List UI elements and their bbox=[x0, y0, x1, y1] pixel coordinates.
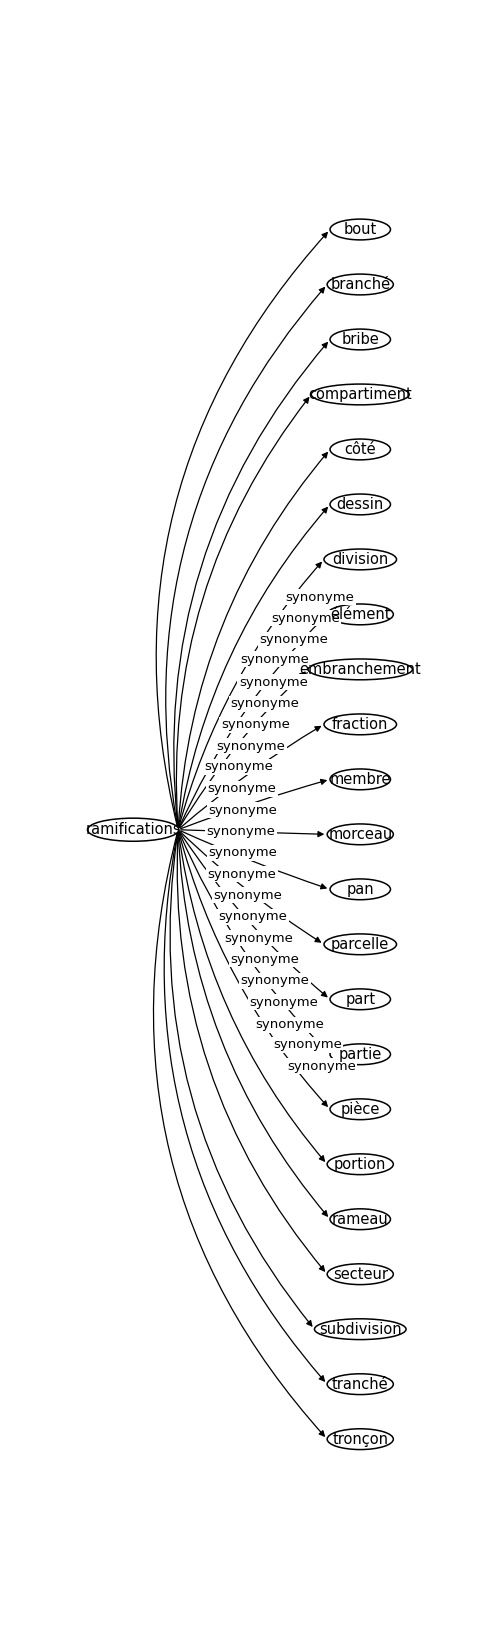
Text: tranché: tranché bbox=[332, 1377, 389, 1392]
FancyArrowPatch shape bbox=[179, 833, 327, 1106]
Text: subdivision: subdivision bbox=[319, 1321, 401, 1337]
FancyArrowPatch shape bbox=[170, 833, 312, 1326]
Text: morceau: morceau bbox=[328, 826, 393, 841]
Text: secteur: secteur bbox=[333, 1267, 388, 1282]
Text: élément: élément bbox=[330, 606, 391, 623]
Ellipse shape bbox=[327, 1153, 394, 1175]
Text: synonyme: synonyme bbox=[206, 825, 275, 838]
FancyArrowPatch shape bbox=[179, 618, 324, 826]
Ellipse shape bbox=[327, 1263, 394, 1285]
Ellipse shape bbox=[330, 989, 391, 1010]
Ellipse shape bbox=[327, 274, 394, 294]
Text: parcelle: parcelle bbox=[331, 937, 390, 951]
Text: synonyme: synonyme bbox=[241, 974, 309, 987]
Text: portion: portion bbox=[334, 1157, 387, 1171]
Text: synonyme: synonyme bbox=[208, 868, 277, 881]
Ellipse shape bbox=[88, 818, 179, 841]
Text: synonyme: synonyme bbox=[231, 697, 299, 710]
Text: bout: bout bbox=[344, 222, 377, 237]
Text: synonyme: synonyme bbox=[255, 1019, 324, 1032]
FancyArrowPatch shape bbox=[181, 831, 326, 889]
Ellipse shape bbox=[327, 1374, 394, 1395]
Text: synonyme: synonyme bbox=[218, 910, 287, 923]
Text: synonyme: synonyme bbox=[287, 1060, 356, 1073]
Ellipse shape bbox=[324, 549, 396, 570]
Ellipse shape bbox=[330, 769, 391, 790]
Text: synonyme: synonyme bbox=[241, 652, 309, 665]
FancyArrowPatch shape bbox=[181, 830, 323, 836]
Ellipse shape bbox=[330, 1043, 391, 1065]
FancyArrowPatch shape bbox=[180, 672, 305, 828]
Ellipse shape bbox=[330, 1099, 391, 1119]
FancyArrowPatch shape bbox=[156, 233, 327, 826]
Text: branché: branché bbox=[330, 278, 391, 292]
Ellipse shape bbox=[324, 715, 396, 734]
FancyArrowPatch shape bbox=[180, 831, 320, 941]
Ellipse shape bbox=[330, 219, 391, 240]
Ellipse shape bbox=[327, 823, 394, 845]
Text: synonyme: synonyme bbox=[221, 718, 290, 731]
FancyArrowPatch shape bbox=[179, 833, 324, 1162]
FancyArrowPatch shape bbox=[179, 508, 327, 826]
Text: ramifications: ramifications bbox=[85, 822, 181, 838]
Text: synonyme: synonyme bbox=[208, 803, 277, 817]
FancyArrowPatch shape bbox=[180, 831, 327, 997]
FancyArrowPatch shape bbox=[181, 779, 326, 828]
Text: partie: partie bbox=[339, 1047, 382, 1061]
FancyArrowPatch shape bbox=[153, 833, 324, 1436]
FancyArrowPatch shape bbox=[177, 833, 325, 1272]
FancyArrowPatch shape bbox=[166, 288, 324, 826]
FancyArrowPatch shape bbox=[178, 452, 327, 826]
Ellipse shape bbox=[311, 384, 409, 404]
Ellipse shape bbox=[330, 329, 391, 350]
Text: pan: pan bbox=[346, 882, 374, 897]
Text: division: division bbox=[332, 552, 389, 567]
Text: dessin: dessin bbox=[337, 496, 384, 513]
Ellipse shape bbox=[324, 933, 396, 955]
Text: synonyme: synonyme bbox=[273, 1038, 342, 1052]
Text: synonyme: synonyme bbox=[207, 782, 276, 795]
Text: bribe: bribe bbox=[342, 332, 379, 347]
Text: membre: membre bbox=[330, 772, 391, 787]
Text: synonyme: synonyme bbox=[260, 633, 329, 646]
Text: embranchement: embranchement bbox=[299, 662, 421, 677]
Text: synonyme: synonyme bbox=[204, 761, 273, 774]
Text: compartiment: compartiment bbox=[308, 388, 412, 403]
Text: synonyme: synonyme bbox=[216, 739, 285, 752]
FancyArrowPatch shape bbox=[179, 833, 327, 1052]
Text: synonyme: synonyme bbox=[249, 996, 318, 1009]
Text: synonyme: synonyme bbox=[239, 675, 308, 688]
Text: part: part bbox=[345, 992, 375, 1007]
Text: synonyme: synonyme bbox=[271, 611, 340, 624]
Ellipse shape bbox=[327, 605, 394, 624]
Ellipse shape bbox=[327, 1429, 394, 1449]
Ellipse shape bbox=[308, 659, 412, 680]
Text: rameau: rameau bbox=[332, 1213, 389, 1227]
Ellipse shape bbox=[330, 879, 391, 900]
FancyArrowPatch shape bbox=[180, 726, 320, 828]
Text: synonyme: synonyme bbox=[208, 846, 277, 859]
FancyArrowPatch shape bbox=[178, 833, 327, 1216]
FancyArrowPatch shape bbox=[179, 562, 321, 826]
FancyArrowPatch shape bbox=[176, 398, 309, 826]
Text: tronçon: tronçon bbox=[332, 1431, 388, 1447]
Text: synonyme: synonyme bbox=[286, 591, 354, 603]
Text: synonyme: synonyme bbox=[231, 953, 299, 966]
Text: côté: côté bbox=[345, 442, 376, 457]
Ellipse shape bbox=[314, 1319, 406, 1339]
FancyArrowPatch shape bbox=[164, 833, 324, 1382]
Ellipse shape bbox=[330, 495, 391, 514]
Text: fraction: fraction bbox=[332, 716, 389, 731]
Text: synonyme: synonyme bbox=[214, 889, 283, 902]
Text: synonyme: synonyme bbox=[224, 932, 294, 945]
Ellipse shape bbox=[330, 439, 391, 460]
FancyArrowPatch shape bbox=[174, 343, 327, 826]
Text: pièce: pièce bbox=[341, 1101, 380, 1117]
Ellipse shape bbox=[330, 1209, 391, 1229]
